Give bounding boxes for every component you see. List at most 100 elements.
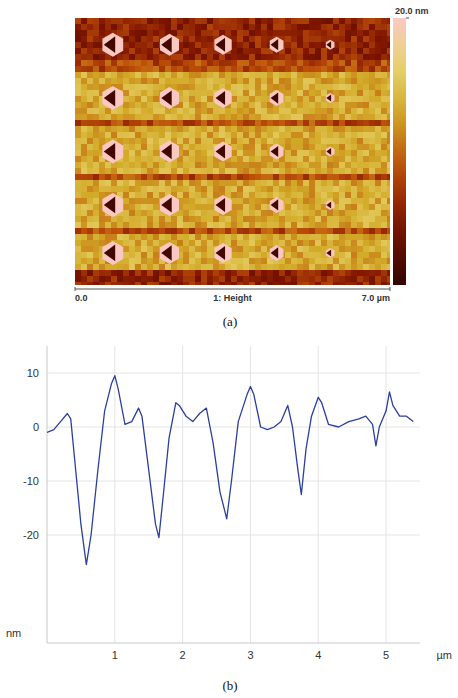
texture (225, 174, 231, 180)
texture (369, 42, 375, 48)
texture (183, 114, 189, 120)
texture (183, 42, 189, 48)
texture (147, 126, 153, 132)
texture (333, 192, 339, 198)
texture (183, 216, 189, 222)
texture (255, 222, 261, 228)
texture (255, 96, 261, 102)
texture (189, 48, 195, 54)
texture (165, 78, 171, 84)
texture (99, 192, 105, 198)
texture (357, 54, 363, 60)
texture (93, 168, 99, 174)
texture (243, 144, 249, 150)
texture (249, 36, 255, 42)
texture (99, 234, 105, 240)
texture (387, 60, 390, 66)
texture (135, 24, 141, 30)
texture (195, 42, 201, 48)
texture (237, 72, 243, 78)
texture (315, 138, 321, 144)
texture (303, 186, 309, 192)
texture (351, 138, 357, 144)
texture (339, 42, 345, 48)
texture (363, 234, 369, 240)
texture (111, 114, 117, 120)
texture (87, 132, 93, 138)
texture (189, 102, 195, 108)
texture (225, 30, 231, 36)
texture (153, 96, 159, 102)
texture (87, 222, 93, 228)
texture (219, 30, 225, 36)
texture (165, 174, 171, 180)
texture (177, 24, 183, 30)
texture (339, 174, 345, 180)
texture (261, 114, 267, 120)
texture (177, 18, 183, 24)
texture (279, 54, 285, 60)
texture (351, 192, 357, 198)
texture (315, 132, 321, 138)
texture (291, 168, 297, 174)
texture (345, 162, 351, 168)
texture (75, 42, 81, 48)
texture (297, 84, 303, 90)
texture (381, 96, 387, 102)
texture (315, 216, 321, 222)
texture (183, 144, 189, 150)
texture (285, 180, 291, 186)
texture (171, 234, 177, 240)
texture (327, 138, 333, 144)
texture (171, 78, 177, 84)
texture (117, 114, 123, 120)
texture (237, 54, 243, 60)
texture (201, 96, 207, 102)
texture (201, 60, 207, 66)
texture (285, 186, 291, 192)
texture (243, 78, 249, 84)
texture (213, 138, 219, 144)
texture (357, 186, 363, 192)
texture (177, 78, 183, 84)
texture (339, 180, 345, 186)
texture (357, 108, 363, 114)
texture (75, 168, 81, 174)
texture (381, 84, 387, 90)
texture (339, 78, 345, 84)
texture (273, 108, 279, 114)
texture (153, 168, 159, 174)
texture (183, 84, 189, 90)
texture (303, 132, 309, 138)
texture (267, 84, 273, 90)
texture (195, 228, 201, 234)
texture (375, 138, 381, 144)
texture (309, 66, 315, 72)
texture (201, 186, 207, 192)
texture (369, 204, 375, 210)
texture (201, 102, 207, 108)
texture (243, 102, 249, 108)
texture (303, 54, 309, 60)
texture (177, 234, 183, 240)
texture (285, 48, 291, 54)
texture (75, 222, 81, 228)
texture (261, 228, 267, 234)
texture (345, 174, 351, 180)
texture (255, 54, 261, 60)
texture (75, 30, 81, 36)
texture (219, 54, 225, 60)
texture (303, 48, 309, 54)
texture (309, 186, 315, 192)
texture (369, 60, 375, 66)
texture (351, 120, 357, 126)
texture (267, 24, 273, 30)
texture (99, 180, 105, 186)
texture (195, 54, 201, 60)
texture (165, 186, 171, 192)
texture (387, 84, 390, 90)
texture (123, 84, 129, 90)
texture (369, 138, 375, 144)
texture (165, 120, 171, 126)
texture (141, 48, 147, 54)
